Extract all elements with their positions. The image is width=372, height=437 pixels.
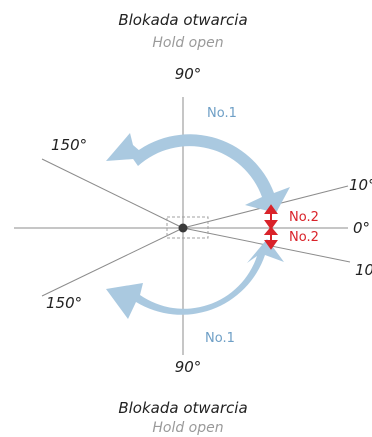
pivot-point xyxy=(178,223,188,233)
upper-no1-label: No.1 xyxy=(207,106,237,121)
lower-no1-label: No.1 xyxy=(205,331,235,346)
lower-150-line xyxy=(41,227,184,297)
bottom-caption-sub: Hold open xyxy=(152,420,223,436)
lower-rotation-arrow xyxy=(106,239,284,319)
upper-no2-label: No.2 xyxy=(289,210,319,225)
upper-150-line xyxy=(41,158,184,229)
angle-label-lower-150: 150° xyxy=(46,294,82,312)
angle-label-bottom-90: 90° xyxy=(175,358,202,376)
lower-no2-arrow xyxy=(263,226,279,250)
angle-label-upper-10: 10° xyxy=(349,176,372,194)
lower-no2-label: No.2 xyxy=(289,230,319,245)
top-caption-sub: Hold open xyxy=(152,35,223,51)
upper-rotation-arrow xyxy=(106,133,290,213)
angle-label-upper-150: 150° xyxy=(51,136,87,154)
hinge-box xyxy=(166,216,209,239)
upper-no2-arrow xyxy=(264,204,278,230)
angle-label-top-90: 90° xyxy=(175,65,202,83)
bottom-caption-main: Blokada otwarcia xyxy=(118,399,247,417)
top-caption-main: Blokada otwarcia xyxy=(118,11,247,29)
angle-label-zero: 0° xyxy=(353,219,370,237)
angle-label-lower-10: 10° xyxy=(355,261,372,279)
